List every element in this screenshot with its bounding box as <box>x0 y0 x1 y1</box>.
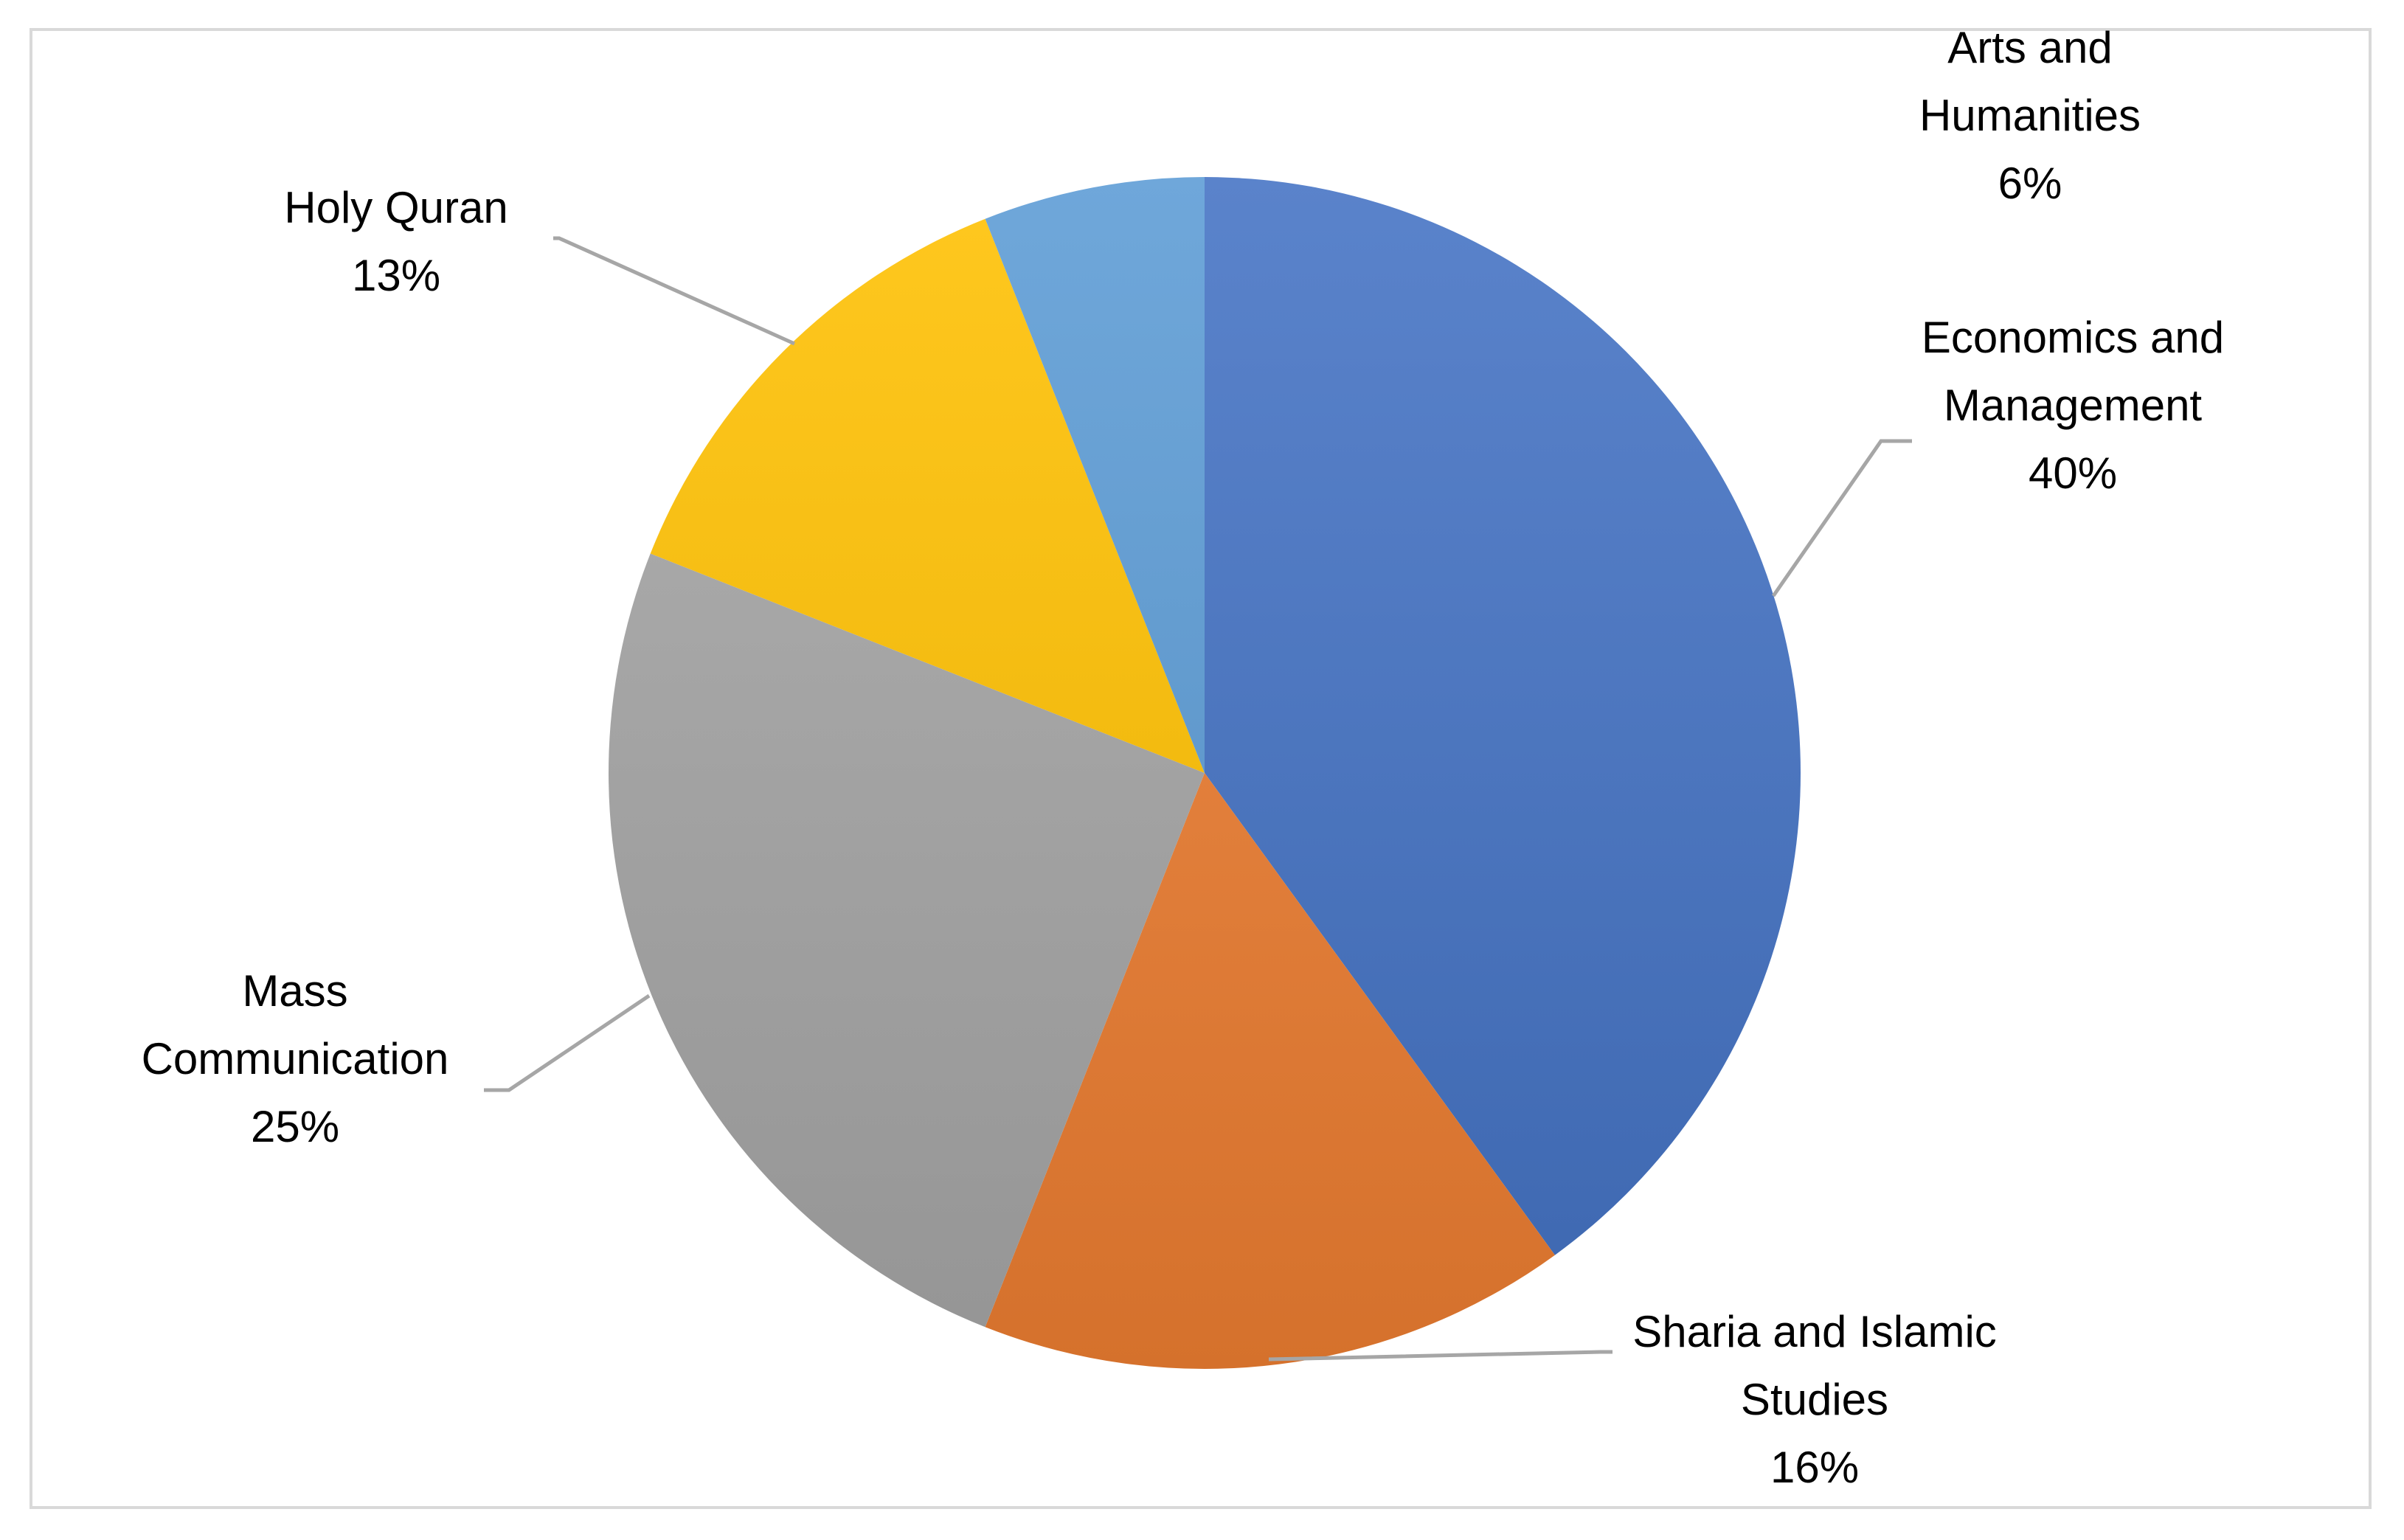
pie-slice-sharia-and-islamic-studies <box>985 773 1555 1370</box>
data-label-category: Communication <box>142 1034 449 1083</box>
pie-slice-arts-and-humanities <box>985 177 1205 773</box>
leader-lines <box>484 236 1912 1362</box>
data-label-category: Sharia and Islamic <box>1632 1307 1997 1356</box>
data-label-mass-communication: Mass Communication 25% <box>142 966 449 1151</box>
data-label-category: Holy Quran <box>284 183 508 232</box>
data-label-category: Economics and <box>1922 313 2224 362</box>
data-label-value: 25% <box>251 1102 339 1151</box>
leader-line-mass-communication <box>484 993 651 1092</box>
pie-slice-economics-and-management <box>1205 177 1801 1255</box>
data-labels: Economics and Management 40% Sharia and Isl… <box>142 23 2225 1492</box>
data-label-holy-quran: Holy Quran 13% <box>284 183 508 300</box>
data-label-value: 6% <box>1998 159 2062 208</box>
data-label-value: 40% <box>2029 448 2117 498</box>
data-label-category: Mass <box>242 966 347 1016</box>
data-label-category: Arts and <box>1947 23 2112 72</box>
pie-slices <box>609 177 1801 1370</box>
leader-line-holy-quran <box>553 236 796 346</box>
leader-line-sharia-and-islamic-studies <box>1268 1350 1613 1362</box>
data-label-category: Management <box>1944 381 2203 430</box>
data-label-value: 13% <box>352 251 440 300</box>
leader-line-economics-and-management <box>1771 439 1912 597</box>
data-label-value: 16% <box>1770 1443 1859 1492</box>
data-label-sharia-and-islamic-studies: Sharia and Islamic Studies 16% <box>1632 1307 1997 1492</box>
data-label-category: Humanities <box>1919 91 2141 140</box>
pie-slice-holy-quran <box>650 218 1205 773</box>
pie-slice-mass-communication <box>609 553 1205 1328</box>
data-label-arts-and-humanities: Arts and Humanities 6% <box>1919 23 2141 208</box>
data-label-economics-and-management: Economics and Management 40% <box>1922 313 2224 498</box>
data-label-category: Studies <box>1741 1375 1888 1424</box>
